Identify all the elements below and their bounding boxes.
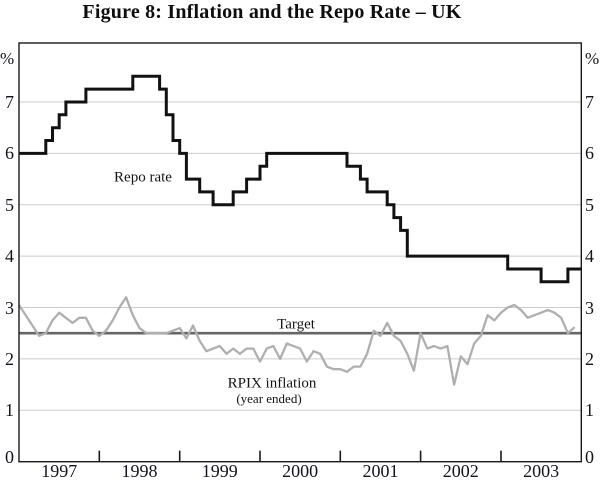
x-tick-label-2002: 2002 xyxy=(442,461,479,481)
repo-rate-line xyxy=(19,74,582,284)
rpix-year-ended-label: (year ended) xyxy=(236,391,302,406)
x-tick-label-1998: 1998 xyxy=(121,461,158,481)
rpix-inflation-line-label: RPIX inflation xyxy=(227,375,317,392)
repo-rate-line-label: Repo rate xyxy=(114,169,172,186)
x-tick-label-2001: 2001 xyxy=(362,461,399,481)
target-line-label: Target xyxy=(277,316,315,333)
plot-border xyxy=(18,42,582,463)
x-tick-label-1999: 1999 xyxy=(201,461,238,481)
x-tick-label-1997: 1997 xyxy=(41,461,78,481)
rpix-inflation-line xyxy=(18,296,576,386)
chart-title: Figure 8: Inflation and the Repo Rate – … xyxy=(82,1,462,23)
x-tick-label-2003: 2003 xyxy=(523,461,560,481)
x-tick-label-2000: 2000 xyxy=(282,461,319,481)
